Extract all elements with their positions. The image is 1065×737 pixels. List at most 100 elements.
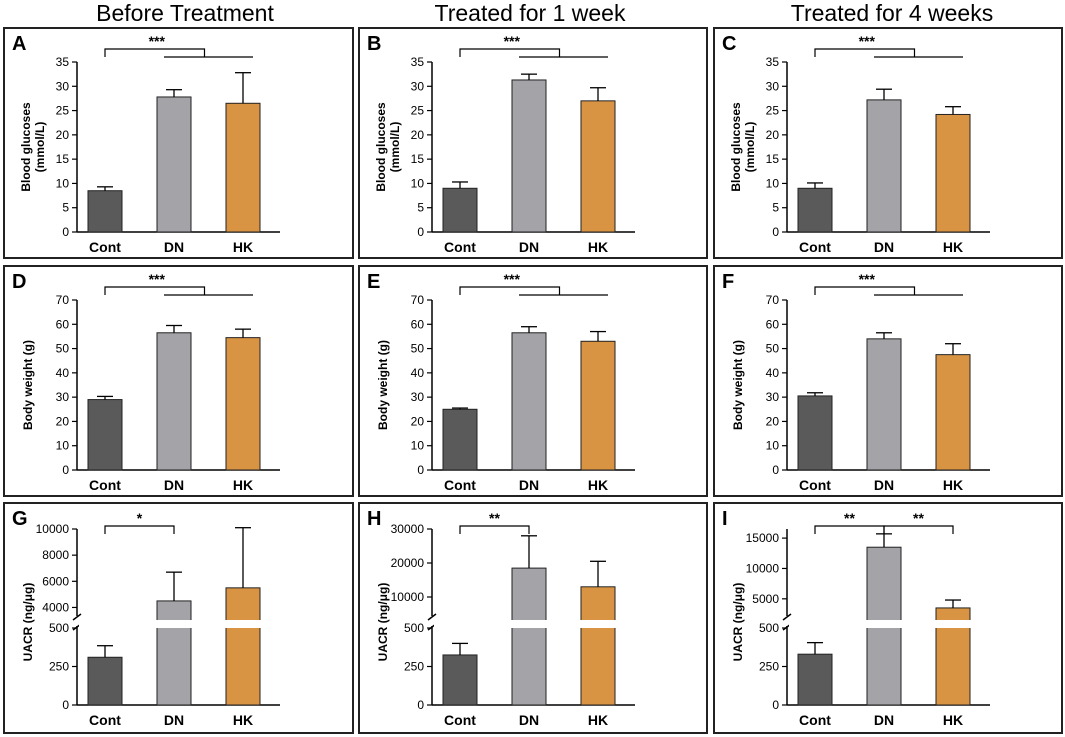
chart-svg-b: 0 5 10 15 20 25 30 35 Cont DN HK *** (411, 33, 635, 255)
chart-svg-d: 0 10 20 30 40 50 60 70 Cont DN HK *** (56, 271, 280, 493)
category-label: HK (943, 712, 963, 728)
y-tick-label: 0 (417, 463, 424, 477)
bar-cont (442, 654, 478, 706)
axis-break-mark (72, 613, 82, 621)
significance-stars: ** (844, 510, 855, 526)
y-tick-label: 15 (411, 152, 425, 166)
y-tick-label: 0 (772, 225, 779, 239)
y-tick-label: 500 (759, 621, 779, 635)
category-label: DN (874, 239, 894, 255)
y-tick-label: 0 (772, 463, 779, 477)
y-tick-label: 500 (404, 621, 424, 635)
significance-bracket (814, 286, 916, 295)
bar-dn (156, 600, 192, 706)
column-title-4-weeks: Treated for 4 weeks (790, 0, 994, 26)
significance-bracket (883, 525, 954, 534)
category-label: Cont (444, 239, 476, 255)
bar-hk (580, 100, 616, 233)
y-tick-label: 20 (56, 414, 70, 428)
panel-letter-h: H (367, 508, 382, 530)
panel-letter-c: C (722, 33, 737, 55)
category-label: HK (588, 477, 608, 493)
category-label: DN (164, 239, 184, 255)
y-tick-label: 30000 (391, 522, 425, 536)
category-label: Cont (444, 712, 476, 728)
significance-bracket (104, 286, 206, 295)
bar-hk (225, 102, 261, 233)
significance-bracket (459, 525, 530, 534)
y-tick-label: 20000 (391, 556, 425, 570)
significance-stars: *** (504, 33, 521, 49)
category-label: DN (519, 712, 539, 728)
panel-b-glucose-1-week: B Blood glucoses (mmol/L) 0 5 10 15 20 25 30 35 Con… (358, 27, 708, 259)
bar-cont (442, 187, 478, 233)
y-tick-label: 70 (411, 293, 425, 307)
y-tick-label: 60 (411, 317, 425, 331)
y-tick-label: 30 (56, 79, 70, 93)
panel-letter-g: G (12, 508, 28, 530)
panel-a-glucose-before: A Blood glucoses (mmol/L) 0 5 10 15 20 25 30 35 Con… (3, 27, 354, 259)
y-tick-label: 40 (411, 366, 425, 380)
y-tick-label: 5 (417, 201, 424, 215)
y-tick-label: 10 (56, 439, 70, 453)
y-tick-label: 15 (766, 152, 780, 166)
panel-g-uacr-before: G UACR (ng/μg) 0 250 500 4000 6000 8000 10000 Con… (3, 502, 354, 734)
category-label: HK (233, 477, 253, 493)
y-tick-label: 10 (411, 439, 425, 453)
y-tick-label: 35 (56, 55, 70, 69)
category-label: HK (943, 477, 963, 493)
y-tick-label: 0 (62, 463, 69, 477)
bar-cont (797, 395, 833, 471)
chart-svg-a: 0 5 10 15 20 25 30 35 Cont DN HK *** (56, 33, 280, 255)
panel-letter-e: E (367, 271, 381, 293)
bar-cont (87, 190, 123, 233)
significance-bracket (459, 286, 561, 295)
axis-break-band (434, 620, 634, 628)
chart-svg-e: 0 10 20 30 40 50 60 70 Cont DN HK *** (411, 271, 635, 493)
y-tick-label: 20 (411, 414, 425, 428)
bar-cont (797, 653, 833, 706)
panel-h-uacr-1-week: H UACR (ng/μg) 0 250 500 10000 20000 30000 Cont D… (358, 502, 708, 734)
y-tick-label: 35 (411, 55, 425, 69)
y-tick-label: 20 (411, 128, 425, 142)
category-label: DN (519, 477, 539, 493)
bar-dn (511, 567, 547, 706)
y-tick-label: 15000 (746, 531, 780, 545)
y-tick-label: 70 (766, 293, 780, 307)
category-label: Cont (89, 477, 121, 493)
axis-break-band (789, 620, 989, 628)
category-label: HK (233, 712, 253, 728)
significance-stars: *** (149, 33, 166, 49)
panel-letter-a: A (12, 33, 27, 55)
category-label: DN (519, 239, 539, 255)
y-tick-label: 0 (417, 225, 424, 239)
category-label: DN (164, 477, 184, 493)
bar-cont (797, 187, 833, 233)
y-tick-label: 25 (56, 104, 70, 118)
y-tick-label: 10 (411, 176, 425, 190)
bar-hk (225, 587, 261, 706)
y-tick-label: 250 (759, 660, 779, 674)
significance-bracket (814, 525, 885, 534)
y-tick-label: 5 (772, 201, 779, 215)
y-tick-label: 20 (766, 414, 780, 428)
significance-stars: *** (149, 271, 166, 287)
significance-stars: *** (504, 271, 521, 287)
y-tick-label: 10000 (36, 522, 70, 536)
bar-hk (580, 586, 616, 706)
bar-hk (225, 337, 261, 471)
y-tick-label: 30 (766, 79, 780, 93)
y-tick-label: 30 (411, 390, 425, 404)
category-label: DN (874, 477, 894, 493)
category-label: Cont (799, 712, 831, 728)
y-tick-label: 5000 (752, 592, 779, 606)
significance-bracket (814, 48, 916, 57)
y-tick-label: 40 (56, 366, 70, 380)
category-label: HK (588, 239, 608, 255)
bar-dn (156, 332, 192, 471)
panel-letter-b: B (367, 33, 382, 55)
bar-hk (580, 340, 616, 471)
y-tick-label: 250 (404, 660, 424, 674)
axis-break-mark (427, 613, 437, 621)
bar-cont (442, 408, 478, 471)
